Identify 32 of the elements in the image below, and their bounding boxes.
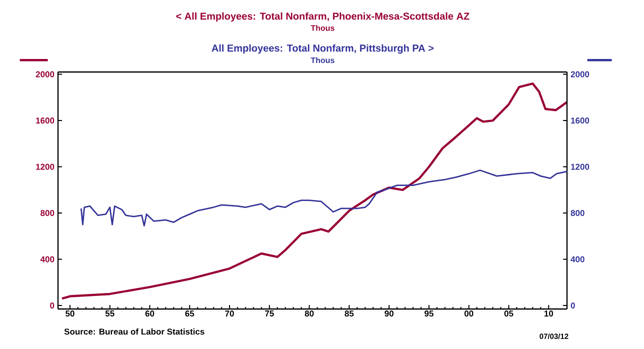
y2-tick-label: 0 bbox=[570, 302, 575, 309]
y2-tick-label: 400 bbox=[570, 256, 584, 262]
text: All Employees: Total Nonfarm, Pittsburgh PA > bbox=[212, 44, 434, 54]
y2-tick-label: 2000 bbox=[570, 71, 590, 78]
y-tick-label: 1600 bbox=[36, 118, 54, 124]
x-tick-label: 75 bbox=[265, 310, 274, 316]
y-tick-label: 2000 bbox=[36, 71, 54, 78]
line-series bbox=[80, 170, 568, 226]
y-tick-label: 1200 bbox=[36, 164, 54, 170]
x-tick-label: 00 bbox=[464, 310, 474, 317]
x-tick-label: 80 bbox=[304, 310, 314, 317]
line-series bbox=[60, 82, 568, 300]
y-tick-label: 0 bbox=[50, 302, 54, 309]
y2-tick-label: 1200 bbox=[571, 164, 590, 170]
y-tick-label: 800 bbox=[40, 210, 54, 216]
x-tick-label: 65 bbox=[185, 310, 194, 317]
x-tick-label: 05 bbox=[504, 310, 514, 317]
text: < All Employees: Total Nonfarm, Phoenix-Mesa-Scottsdale AZ bbox=[176, 12, 470, 22]
text: Thous bbox=[310, 24, 334, 31]
source-note: Source: Bureau of Labor Statistics bbox=[64, 328, 204, 335]
x-tick-label: 10 bbox=[544, 310, 554, 317]
x-tick-label: 85 bbox=[344, 310, 354, 317]
x-tick-label: 50 bbox=[66, 310, 74, 317]
x-tick-label: 70 bbox=[225, 310, 234, 317]
x-tick-label: 90 bbox=[384, 310, 394, 317]
text: Thous bbox=[310, 57, 334, 64]
x-tick-label: 95 bbox=[424, 310, 434, 317]
y-tick-label: 400 bbox=[40, 256, 54, 262]
y2-tick-label: 1600 bbox=[571, 118, 590, 124]
y2-tick-label: 800 bbox=[570, 210, 584, 216]
x-tick-label: 55 bbox=[105, 310, 114, 316]
x-tick-label: 60 bbox=[145, 310, 154, 317]
